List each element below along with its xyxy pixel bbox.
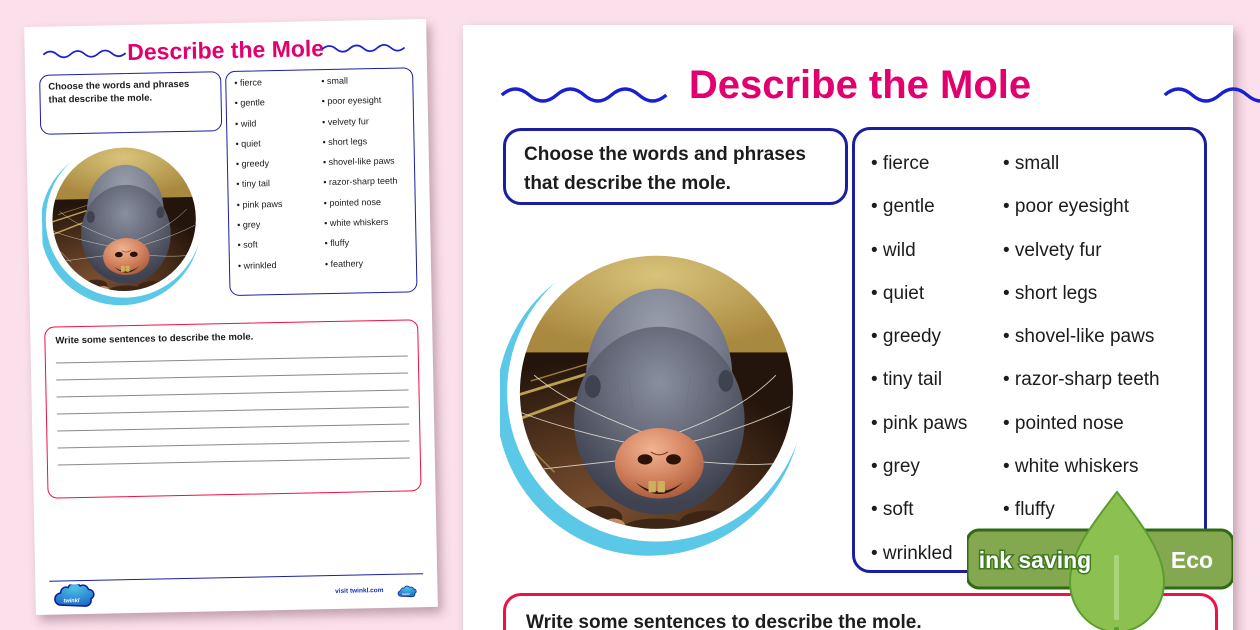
svg-text:Eco: Eco (1171, 547, 1213, 573)
svg-text:ink saving: ink saving (979, 547, 1091, 573)
